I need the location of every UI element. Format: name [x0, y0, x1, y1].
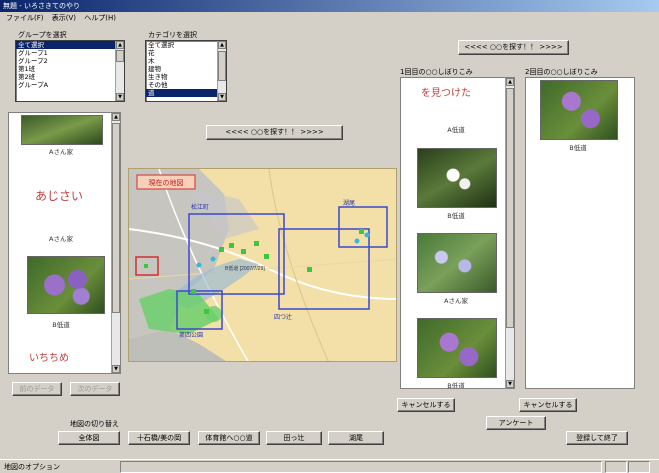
scroll-up-icon[interactable]: ▲ — [112, 113, 120, 121]
first-search-scrollbar[interactable]: ▲ ▼ — [505, 78, 514, 388]
group-item[interactable]: 第1班 — [18, 65, 36, 73]
gallery-photo[interactable] — [27, 256, 105, 314]
group-item[interactable]: 第2班 — [18, 73, 36, 81]
gallery-photo[interactable] — [21, 115, 103, 145]
first-search-label: 1回目の○○しぼりこみ — [400, 68, 473, 76]
next-data-button[interactable]: 次のデータ — [70, 382, 120, 396]
map-view[interactable]: 現在の地図 松江町 湖尾 四つ辻 第四公園 B低道 [2007/7/29] — [128, 168, 397, 362]
scroll-up-icon[interactable]: ▲ — [116, 41, 124, 49]
group-item[interactable]: グループ1 — [18, 49, 48, 57]
group-item[interactable]: グループA — [18, 81, 49, 89]
map-switch-label: 地図の切り替え — [70, 420, 119, 428]
category-item[interactable]: 木 — [148, 57, 155, 65]
search-button[interactable]: <<<< ○○を探す！！ >>>> — [458, 40, 569, 55]
map-label: 四つ辻 — [274, 313, 292, 321]
map-area-button-4[interactable]: 湖尾 — [328, 431, 384, 445]
result-photo[interactable] — [417, 233, 497, 293]
second-search-panel: B低道 — [525, 77, 635, 389]
photo-caption: B低道 — [447, 212, 465, 220]
photo-caption: B低道 — [569, 144, 587, 152]
first-search-panel: を見つけた A低道 B低道 Aさん家 B低道 ▲ ▼ — [400, 77, 515, 389]
menu-view[interactable]: 表示(V) — [51, 14, 76, 22]
menu-bar: ファイル(F) 表示(V) ヘルプ(H) — [0, 12, 659, 25]
result-photo[interactable] — [417, 318, 497, 378]
category-item[interactable]: 全て選択 — [148, 41, 174, 49]
group-item[interactable]: 全て選択 — [16, 41, 124, 49]
scroll-thumb[interactable] — [116, 50, 124, 62]
map-label: B低道 [2007/7/29] — [225, 265, 265, 272]
result-photo[interactable] — [417, 148, 497, 208]
status-panel — [120, 461, 602, 473]
window-titlebar: 無題 - いろさきてのやり — [0, 0, 659, 12]
result-photo[interactable] — [540, 80, 618, 140]
photo-caption: Aさん家 — [444, 297, 468, 305]
left-gallery: Aさん家 あじさい Aさん家 B低道 いちちめ ▲ ▼ — [8, 112, 121, 374]
first-cancel-button[interactable]: キャンセルする — [397, 398, 455, 412]
finish-button[interactable]: 登録して終了 — [566, 431, 628, 445]
photo-caption: B低道 — [52, 321, 70, 329]
map-label: 松江町 — [191, 203, 209, 211]
category-item[interactable]: 生き物 — [148, 73, 168, 81]
photo-caption: B低道 — [447, 382, 465, 389]
status-panel — [605, 461, 627, 473]
map-label: 第四公園 — [179, 331, 203, 339]
category-item[interactable]: 道 — [146, 89, 226, 97]
map-area-button-3[interactable]: 田っ辻 — [266, 431, 322, 445]
scroll-thumb[interactable] — [112, 123, 120, 313]
scroll-thumb[interactable] — [506, 88, 514, 328]
scroll-up-icon[interactable]: ▲ — [218, 41, 226, 49]
map-label: 湖尾 — [343, 199, 355, 207]
photo-caption: A低道 — [447, 126, 465, 134]
map-full-button[interactable]: 全体図 — [58, 431, 120, 445]
photo-caption: Aさん家 — [49, 235, 73, 243]
photo-caption: Aさん家 — [49, 148, 73, 156]
map-area-button-2[interactable]: 体育館へ○○道 — [198, 431, 260, 445]
group-select-label: グループを選択 — [18, 31, 67, 39]
status-text: 地図のオプション — [4, 463, 60, 471]
map-badge: 現在の地図 — [149, 178, 184, 187]
prev-data-button[interactable]: 前のデータ — [12, 382, 62, 396]
scroll-thumb[interactable] — [218, 51, 226, 81]
left-gallery-scrollbar[interactable]: ▲ ▼ — [111, 113, 120, 373]
survey-button[interactable]: アンケート — [486, 416, 546, 430]
handwriting-note[interactable]: を見つけた — [417, 80, 495, 120]
menu-file[interactable]: ファイル(F) — [6, 14, 44, 22]
category-listbox[interactable]: 全て選択 花 木 建物 生き物 その他 道 ▲ ▼ — [145, 40, 227, 102]
map-area-button-1[interactable]: 十石橋/美の岡 — [128, 431, 190, 445]
group-scrollbar[interactable]: ▲ ▼ — [115, 41, 124, 101]
map-search-button[interactable]: <<<< ○○を探す！！ >>>> — [206, 125, 343, 140]
group-item[interactable]: グループ2 — [18, 57, 48, 65]
handwriting-note[interactable]: いちちめ — [21, 341, 101, 373]
group-listbox[interactable]: 全て選択 グループ1 グループ2 第1班 第2班 グループA ▲ ▼ — [15, 40, 125, 102]
category-scrollbar[interactable]: ▲ ▼ — [217, 41, 226, 101]
scroll-down-icon[interactable]: ▼ — [218, 93, 226, 101]
category-select-label: カテゴリを選択 — [148, 31, 197, 39]
map-canvas[interactable]: 現在の地図 松江町 湖尾 四つ辻 第四公園 B低道 [2007/7/29] — [129, 169, 397, 362]
scroll-down-icon[interactable]: ▼ — [112, 365, 120, 373]
scroll-down-icon[interactable]: ▼ — [506, 380, 514, 388]
status-bar: 地図のオプション — [0, 459, 659, 473]
second-search-label: 2回目の○○しぼりこみ — [525, 68, 598, 76]
window-title: 無題 - いろさきてのやり — [3, 2, 80, 10]
scroll-down-icon[interactable]: ▼ — [116, 93, 124, 101]
category-item[interactable]: その他 — [148, 81, 168, 89]
category-item[interactable]: 花 — [148, 49, 155, 57]
second-cancel-button[interactable]: キャンセルする — [519, 398, 577, 412]
category-item[interactable]: 建物 — [148, 65, 161, 73]
scroll-up-icon[interactable]: ▲ — [506, 78, 514, 86]
status-panel — [628, 461, 650, 473]
menu-help[interactable]: ヘルプ(H) — [84, 14, 116, 22]
handwriting-note[interactable]: あじさい — [21, 171, 101, 231]
